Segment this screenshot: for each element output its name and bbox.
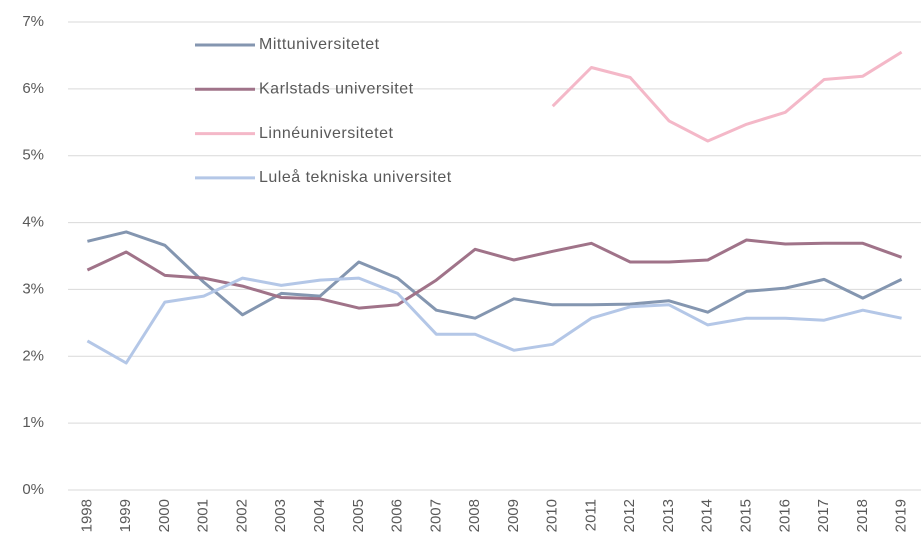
x-tick-label: 2001: [195, 499, 212, 532]
x-tick-label: 1999: [117, 499, 134, 532]
x-tick-label: 2014: [699, 499, 716, 532]
legend-label: Karlstads universitet: [259, 81, 414, 98]
y-tick-label: 3%: [22, 280, 44, 297]
y-tick-label: 5%: [22, 147, 44, 164]
x-tick-label: 2007: [427, 499, 444, 532]
x-tick-label: 1998: [78, 499, 95, 532]
x-tick-label: 2017: [815, 499, 832, 532]
x-tick-label: 2016: [776, 499, 793, 532]
x-tick-label: 2010: [544, 499, 561, 532]
y-tick-label: 7%: [22, 13, 44, 30]
series-line: [551, 50, 903, 143]
y-tick-label: 2%: [22, 347, 44, 364]
legend-label: Linnéuniversitetet: [259, 125, 393, 142]
legend-label: Mittuniversitetet: [259, 36, 380, 53]
series-line: [86, 238, 903, 310]
y-tick-label: 6%: [22, 80, 44, 97]
x-tick-label: 2012: [621, 499, 638, 532]
x-tick-label: 2000: [156, 499, 173, 532]
y-tick-label: 1%: [22, 414, 44, 431]
x-tick-label: 2011: [582, 499, 599, 531]
x-tick-label: 2019: [893, 499, 910, 532]
x-tick-label: 2013: [660, 499, 677, 532]
x-tick-label: 2002: [233, 499, 250, 532]
x-tick-label: 2003: [272, 499, 289, 532]
x-tick-label: 2009: [505, 499, 522, 532]
series-line: [87, 230, 903, 320]
x-tick-label: 2018: [854, 499, 871, 532]
y-tick-label: 0%: [22, 481, 44, 498]
y-tick-label: 4%: [22, 214, 44, 231]
x-tick-label: 2006: [389, 499, 406, 532]
series-line: [86, 276, 902, 365]
x-tick-label: 2004: [311, 499, 328, 532]
legend-label: Luleå tekniska universitet: [259, 168, 452, 186]
x-tick-label: 2008: [466, 499, 483, 532]
x-tick-label: 2005: [350, 499, 367, 532]
x-tick-label: 2015: [737, 499, 754, 532]
